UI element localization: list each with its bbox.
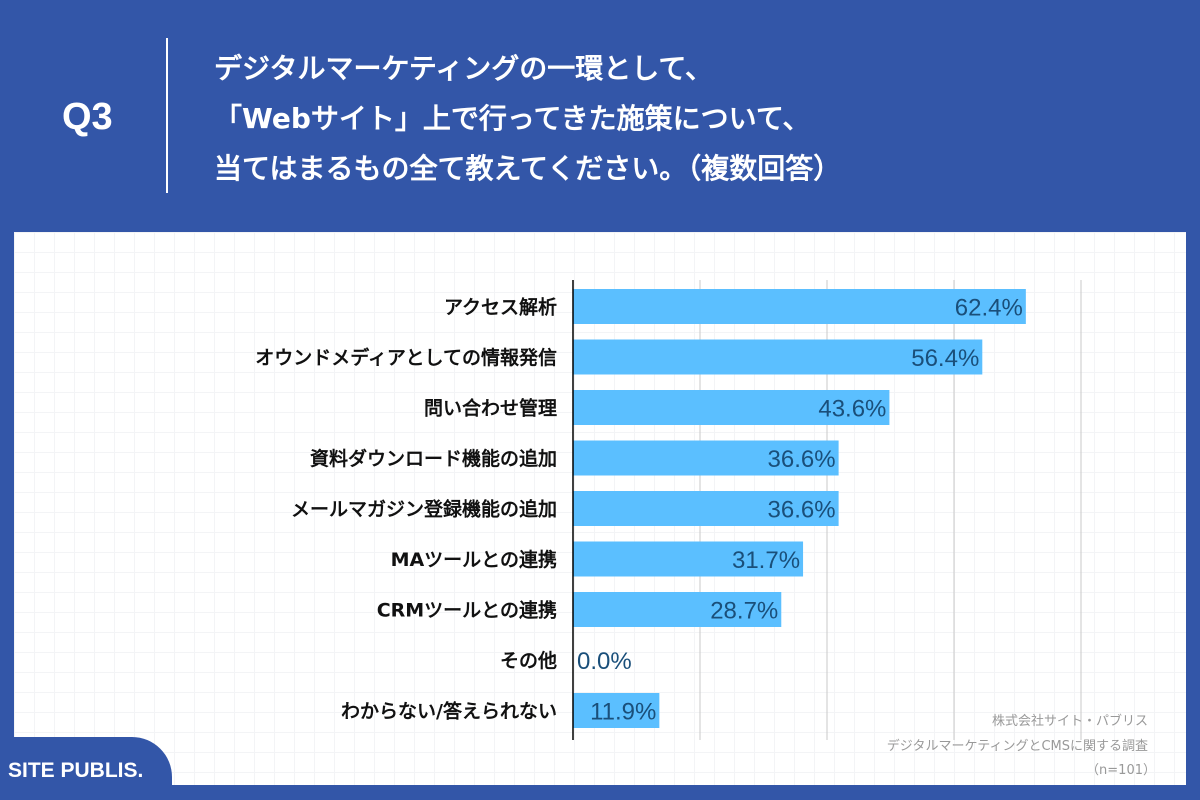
bar [573, 592, 782, 627]
chart-panel: アクセス解析 62.4% オウンドメディアとしての情報発信 56.4% 問い合わせ管理 4… [14, 232, 1186, 785]
category-label: 問い合わせ管理 [424, 397, 557, 420]
value-label: 11.9% [590, 699, 656, 726]
category-label: 資料ダウンロード機能の追加 [310, 447, 557, 470]
divider [166, 38, 168, 193]
bar [573, 541, 804, 577]
value-label: 28.7% [710, 598, 778, 625]
category-label: わからない/答えられない [341, 700, 557, 723]
value-label: 36.6% [768, 446, 836, 473]
value-label: 62.4% [955, 295, 1023, 322]
bar [573, 390, 890, 425]
category-label: CRMツールとの連携 [377, 599, 557, 622]
bar [573, 339, 983, 375]
credit-survey: デジタルマーケティングとCMSに関する調査 [886, 739, 1148, 754]
question-title: デジタルマーケティングの一環として、 「Webサイト」上で行ってきた施策について… [214, 44, 841, 194]
bar [573, 491, 839, 526]
bar [573, 440, 839, 476]
category-label: メールマガジン登録機能の追加 [291, 498, 557, 521]
category-label: オウンドメディアとしての情報発信 [255, 346, 557, 369]
credit-sample-size: （n=101） [1086, 763, 1156, 778]
category-label: MAツールとの連携 [391, 548, 557, 571]
value-label: 56.4% [911, 345, 979, 372]
category-label: アクセス解析 [444, 296, 557, 319]
value-label: 43.6% [818, 396, 886, 423]
title-line: 「Webサイト」上で行ってきた施策について、 [214, 102, 811, 135]
credit-company: 株式会社サイト・パブリス [991, 714, 1148, 729]
value-label: 31.7% [732, 547, 800, 574]
value-label: 36.6% [768, 497, 836, 524]
logo: SITE PUBLIS. [0, 737, 172, 787]
value-label: 0.0% [577, 648, 632, 675]
title-line: 当てはまるもの全て教えてください。（複数回答） [214, 152, 842, 185]
bar [573, 289, 1026, 324]
title-line: デジタルマーケティングの一環として、 [214, 52, 713, 85]
category-label: その他 [500, 649, 557, 672]
bar-chart: アクセス解析 62.4% オウンドメディアとしての情報発信 56.4% 問い合わせ管理 4… [255, 280, 1082, 740]
question-number: Q3 [62, 96, 113, 138]
bar [573, 693, 660, 728]
logo-text: SITE PUBLIS. [8, 759, 144, 782]
